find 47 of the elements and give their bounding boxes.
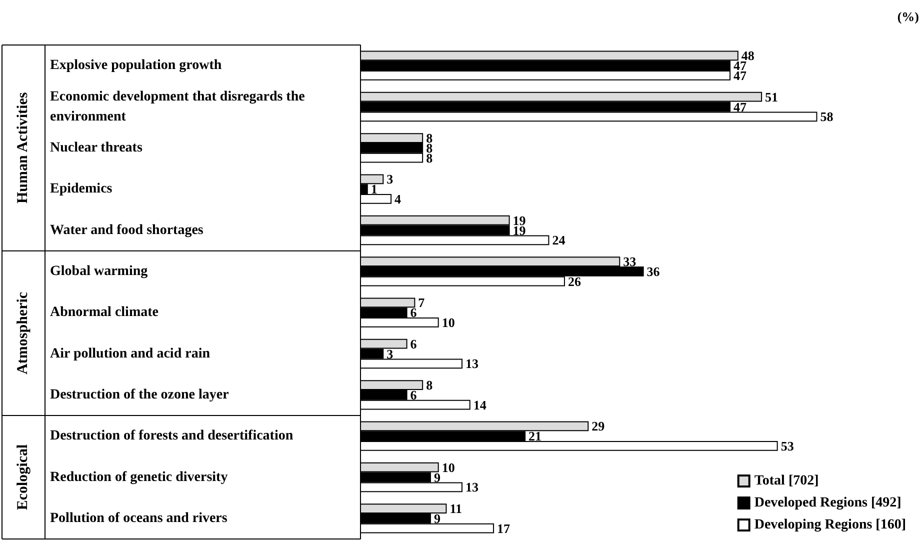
data-label: 10 [442,460,455,475]
y-tick-label: Global warming [50,264,148,279]
data-label: 58 [820,109,834,124]
data-label: 3 [386,346,394,362]
y-tick-label: Water and food shortages [50,222,204,238]
y-tick-label: Nuclear threats [50,140,143,156]
data-label: 1 [370,182,378,197]
data-label: 21 [528,428,542,444]
text: (%) [897,9,920,24]
y-tick-label: Reduction of genetic diversity [50,470,228,485]
data-label: 8 [426,378,434,393]
data-label: 7 [418,295,426,310]
y-tick-label: Destruction of forests and desertification [50,428,294,444]
data-label: 17 [497,520,511,536]
text: Ecological [15,444,31,510]
data-label: 6 [410,387,418,402]
text: Human Activities [15,92,31,204]
data-label: 9 [434,470,441,485]
data-label: 4 [394,191,402,206]
data-label: 3 [386,172,394,187]
y-tick-label: Air pollution and acid rain [50,346,210,362]
data-label: 13 [465,356,479,372]
data-label: 14 [473,397,487,412]
data-label: 26 [568,274,582,289]
data-label: 33 [623,254,637,270]
y-tick-label: Economic development that disregards the environment [50,89,308,124]
data-label: 53 [780,438,794,454]
legend-label: Developing Regions [160] [754,518,906,532]
legend-label: Developed Regions [492] [754,496,902,510]
data-label: 13 [465,480,479,495]
y-tick-label: Abnormal climate [50,305,158,320]
data-label: 9 [434,510,441,526]
data-label: 47 [734,99,748,114]
data-label: 29 [592,418,606,434]
text: Atmospheric [15,292,31,374]
data-label: 6 [410,305,418,320]
y-tick-label: Epidemics [50,182,113,197]
data-label: 10 [442,314,455,330]
data-label: 11 [450,501,462,516]
data-label: 24 [552,232,566,248]
data-label: 51 [765,89,778,104]
data-label: 6 [410,336,418,352]
legend-label: Total [702] [754,474,819,488]
data-label: 36 [646,264,660,279]
y-tick-label: Destruction of the ozone layer [50,387,229,402]
y-tick-label: Explosive population growth [50,58,222,74]
y-tick-label: Pollution of oceans and rivers [50,510,228,526]
